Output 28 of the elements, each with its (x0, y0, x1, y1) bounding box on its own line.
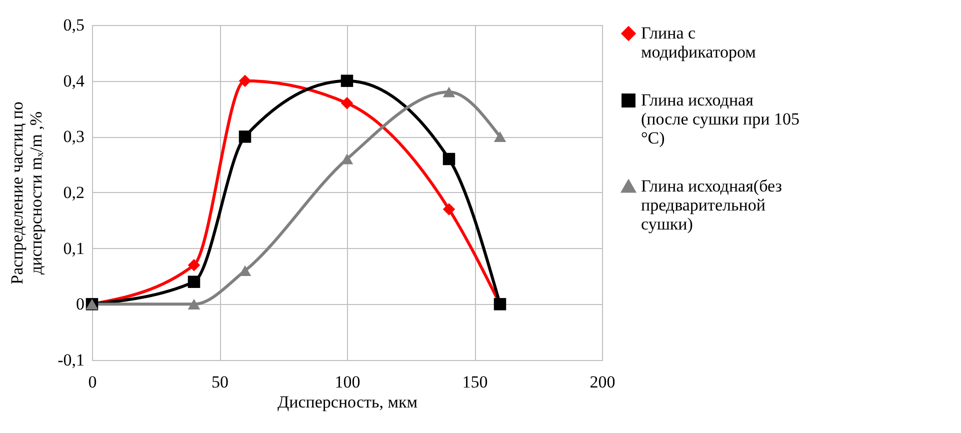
point (188, 276, 200, 288)
y-tick-label: 0,4 (63, 71, 85, 90)
point (340, 97, 354, 110)
point (494, 131, 506, 142)
x-axis-title: Дисперсность, мкм (278, 392, 418, 412)
point (238, 74, 252, 87)
y-tick-label: 0,5 (63, 16, 84, 34)
legend-label: Глина исходная(без предварительной сушки) (641, 176, 782, 234)
point (188, 258, 200, 272)
y-tick-label: 0,2 (63, 183, 84, 202)
point (442, 86, 456, 98)
y-axis-title: Распределение частиц по дисперсности mₓ/m ,% (8, 102, 46, 284)
point (442, 203, 456, 216)
point (340, 74, 354, 87)
x-tick-label: 100 (334, 372, 360, 392)
x-tick-label: 0 (88, 372, 97, 392)
point (188, 298, 200, 310)
x-tick-label: 50 (212, 372, 228, 392)
y-tick-label: 0,1 (63, 238, 84, 258)
point (442, 152, 456, 166)
legend-label: Глина исходная (после сушки при 105 °C) (641, 90, 800, 148)
y-tick-label: 0 (76, 294, 84, 314)
legend-label: Глина с модификатором (641, 24, 756, 62)
y-tick-label: -0,1 (58, 350, 84, 370)
x-tick-label: 200 (590, 372, 616, 392)
x-tick-label: 150 (462, 372, 488, 392)
y-tick-label: 0,3 (63, 127, 84, 146)
point (238, 130, 252, 143)
